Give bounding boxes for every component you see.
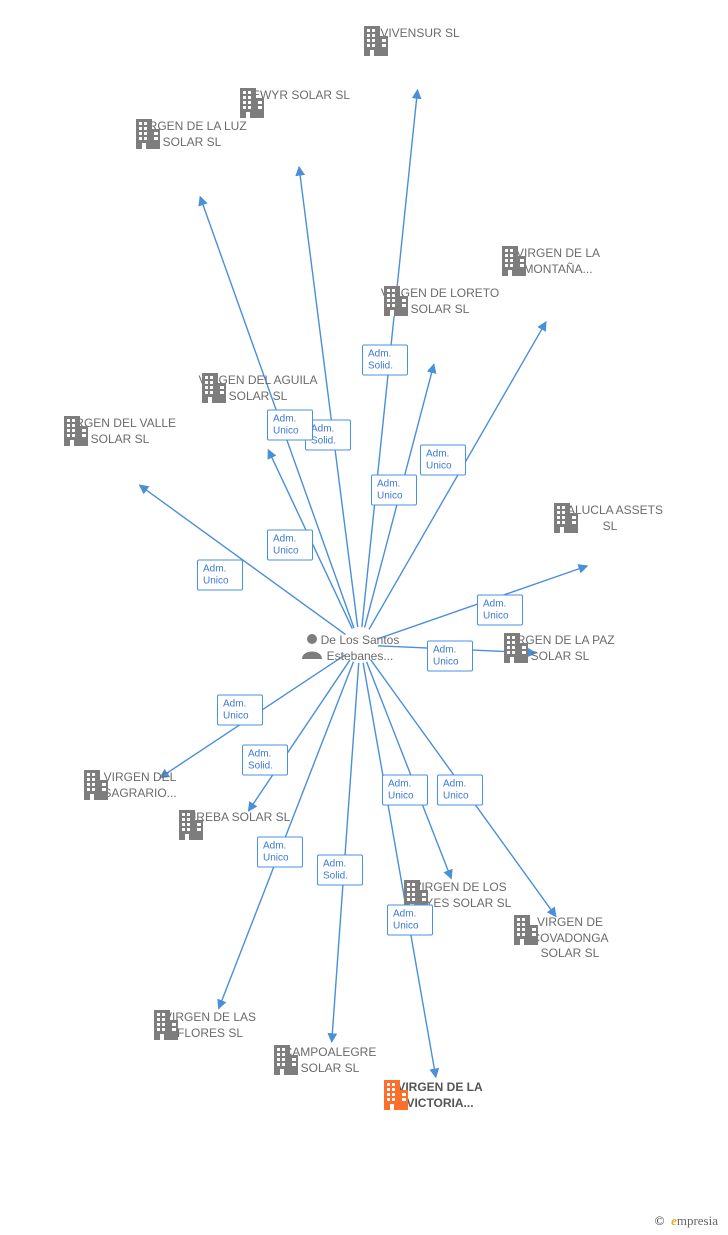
edge	[363, 663, 436, 1078]
edge	[367, 662, 452, 879]
company-node[interactable]: VIRGEN DEL AGUILA SOLAR SL	[198, 371, 318, 404]
edge-label: Adm. Unico	[371, 475, 417, 506]
building-icon	[132, 117, 162, 151]
building-icon	[380, 284, 410, 318]
building-icon	[150, 1008, 180, 1042]
company-node[interactable]: VIRGEN DEL VALLE SOLAR SL	[60, 414, 180, 447]
edge	[332, 663, 359, 1042]
company-node[interactable]: MALUCLA ASSETS SL	[550, 501, 670, 534]
edge-label: Adm. Solid.	[242, 745, 288, 776]
building-icon	[80, 768, 110, 802]
edge-label: Adm. Unico	[477, 595, 523, 626]
edge-label: Adm. Solid.	[362, 345, 408, 376]
building-icon	[500, 631, 530, 665]
company-node[interactable]: VIRGEN DE LORETO SOLAR SL	[380, 284, 500, 317]
center-person-node[interactable]: De Los Santos Estebanes...	[300, 631, 420, 664]
edge-label: Adm. Unico	[427, 641, 473, 672]
edge-label: Adm. Unico	[387, 905, 433, 936]
company-node[interactable]: SUREBA SOLAR SL	[175, 808, 295, 826]
building-icon	[236, 86, 266, 120]
company-node[interactable]: CAMPOALEGRE SOLAR SL	[270, 1043, 390, 1076]
copyright-symbol: ©	[655, 1213, 665, 1228]
company-node[interactable]: VIRGEN DE LA PAZ SOLAR SL	[500, 631, 620, 664]
edge-label: Adm. Unico	[267, 410, 313, 441]
company-node[interactable]: MEWYR SOLAR SL	[236, 86, 356, 104]
edge-label: Adm. Unico	[267, 530, 313, 561]
edge-label: Adm. Unico	[382, 775, 428, 806]
brand-rest: mpresia	[677, 1213, 718, 1228]
building-icon	[498, 244, 528, 278]
company-node[interactable]: VIRGEN DE LAS FLORES SL	[150, 1008, 270, 1041]
edge	[248, 660, 350, 811]
building-icon	[510, 913, 540, 947]
company-node[interactable]: VIRGEN DE LA LUZ SOLAR SL	[132, 117, 252, 150]
edge-label: Adm. Unico	[420, 445, 466, 476]
building-icon	[198, 371, 228, 405]
building-icon	[175, 808, 205, 842]
edge-label: Adm. Solid.	[317, 855, 363, 886]
company-node[interactable]: VIVENSUR SL	[360, 24, 480, 42]
building-icon	[550, 501, 580, 535]
company-node[interactable]: VIRGEN DE COVADONGA SOLAR SL	[510, 913, 630, 962]
person-icon	[300, 631, 324, 659]
building-icon	[360, 24, 390, 58]
footer-copyright: © empresia	[655, 1213, 718, 1229]
edge-label: Adm. Unico	[437, 775, 483, 806]
edge-label: Adm. Unico	[197, 560, 243, 591]
building-icon	[60, 414, 90, 448]
building-icon	[380, 1078, 410, 1112]
building-icon	[270, 1043, 300, 1077]
company-node[interactable]: VIRGEN DEL SAGRARIO...	[80, 768, 200, 801]
edge-label: Adm. Unico	[257, 837, 303, 868]
edge-label: Adm. Unico	[217, 695, 263, 726]
company-node[interactable]: VIRGEN DE LA VICTORIA...	[380, 1078, 500, 1111]
company-node[interactable]: VIRGEN DE LA MONTAÑA...	[498, 244, 618, 277]
